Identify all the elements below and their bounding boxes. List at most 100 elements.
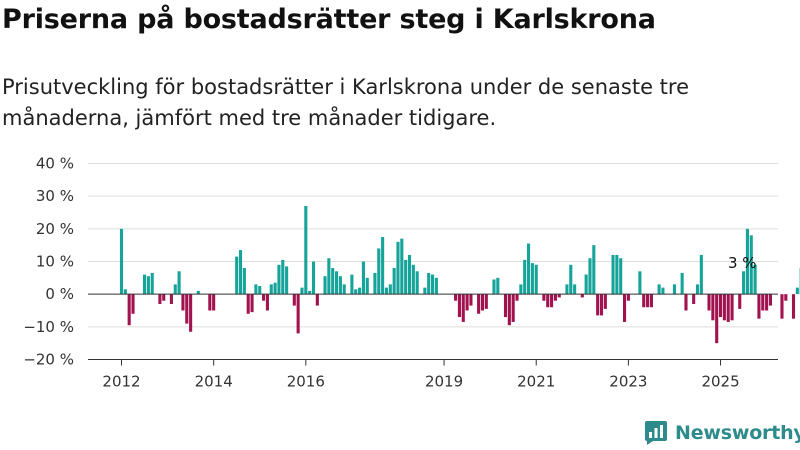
- y-tick-label: −10 %: [23, 318, 74, 336]
- bar: [738, 294, 742, 309]
- bar: [315, 294, 319, 306]
- bar: [588, 258, 592, 295]
- bar: [300, 287, 304, 295]
- x-tick-label: 2016: [287, 373, 325, 391]
- bar: [695, 284, 700, 295]
- y-tick-label: 0 %: [45, 285, 74, 303]
- x-axis: [88, 293, 778, 360]
- bar: [553, 294, 557, 301]
- bar: [269, 284, 273, 295]
- bar: [715, 294, 719, 344]
- bar: [254, 284, 258, 295]
- bar: [277, 264, 281, 295]
- bar: [569, 264, 573, 295]
- bar: [692, 294, 696, 304]
- bar: [611, 254, 615, 295]
- bar: [592, 245, 596, 295]
- bar: [404, 259, 408, 295]
- y-tick-label: 30 %: [36, 187, 74, 205]
- bar: [557, 294, 561, 298]
- bar: [492, 279, 496, 295]
- bar: [235, 256, 239, 295]
- bar: [768, 294, 773, 306]
- bar: [181, 294, 185, 311]
- bar: [646, 294, 650, 308]
- bar: [626, 294, 630, 301]
- bar: [430, 274, 435, 295]
- chart-title: Priserna på bostadsrätter steg i Karlskr…: [2, 4, 656, 35]
- bar: [730, 294, 734, 321]
- bar: [469, 294, 473, 306]
- bar: [292, 294, 296, 306]
- bar: [530, 263, 534, 295]
- bar: [477, 294, 481, 314]
- x-tick-label: 2021: [517, 373, 555, 391]
- bar: [354, 289, 358, 295]
- bar: [350, 274, 354, 295]
- bar: [542, 294, 546, 301]
- bar: [480, 294, 485, 311]
- bar: [146, 276, 150, 295]
- bar: [649, 294, 653, 308]
- bar: [765, 294, 769, 311]
- y-axis-labels: 40 % 30 % 20 % 10 % 0 % −10 % −20 %: [23, 155, 74, 369]
- bar: [584, 274, 588, 295]
- bar: [342, 284, 346, 295]
- bar: [189, 294, 193, 332]
- bar: [753, 264, 757, 295]
- bar: [396, 241, 400, 295]
- x-tick-label: 2014: [195, 373, 233, 391]
- bar: [745, 228, 749, 295]
- bar: [749, 235, 753, 295]
- bar: [638, 271, 642, 295]
- bar: [573, 284, 577, 295]
- y-tick-label: 40 %: [36, 155, 74, 173]
- bar: [707, 294, 711, 311]
- bar: [296, 294, 300, 334]
- bar: [258, 286, 262, 295]
- bar: [177, 271, 181, 295]
- bar: [457, 294, 461, 318]
- bar: [791, 294, 796, 319]
- y-tick-label: 10 %: [36, 253, 74, 271]
- bar: [411, 264, 415, 295]
- bar: [599, 294, 604, 316]
- bar: [384, 287, 389, 295]
- bar: [726, 294, 730, 322]
- bar: [672, 284, 677, 295]
- bar: [619, 258, 623, 295]
- bar: [757, 294, 761, 319]
- bar: [761, 294, 765, 311]
- bar: [434, 277, 438, 295]
- bar: [127, 294, 131, 326]
- bar: [273, 282, 277, 295]
- bar: [699, 254, 703, 295]
- bar: [196, 290, 200, 295]
- latest-value-label: 3 %: [728, 254, 757, 272]
- bar: [304, 205, 308, 295]
- bar: [373, 272, 377, 295]
- bar: [684, 294, 688, 311]
- bar: [238, 250, 243, 295]
- bar: [285, 266, 289, 295]
- bar: [784, 294, 788, 301]
- x-tick-label: 2019: [425, 373, 463, 391]
- bar: [119, 228, 124, 295]
- bar: [711, 294, 715, 321]
- bar: [400, 238, 404, 295]
- bar: [503, 294, 508, 318]
- bar: [523, 259, 527, 295]
- bar: [173, 284, 177, 295]
- bar: [795, 287, 799, 295]
- bar: [265, 294, 269, 311]
- bar: [169, 294, 173, 304]
- bar: [242, 268, 246, 295]
- bar: [780, 294, 784, 319]
- bar: [546, 294, 550, 308]
- bar: [331, 268, 335, 295]
- bar: [496, 277, 500, 295]
- bar: [722, 294, 726, 321]
- bar: [461, 294, 465, 322]
- bar: [142, 274, 147, 295]
- bar: [262, 294, 266, 301]
